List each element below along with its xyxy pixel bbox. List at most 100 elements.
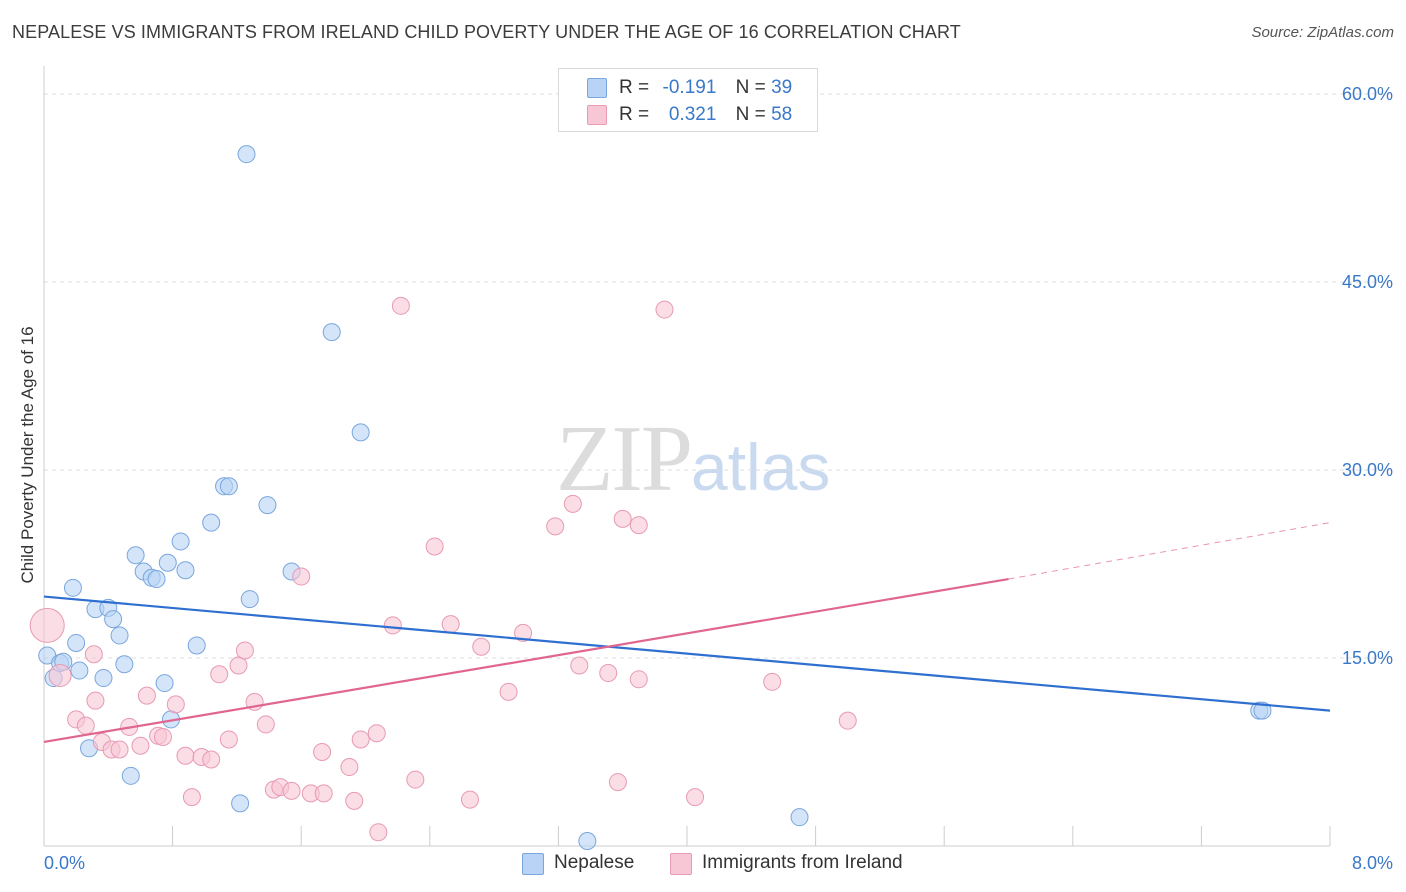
point-ireland bbox=[314, 784, 333, 803]
source-credit: Source: ZipAtlas.com bbox=[1251, 24, 1394, 41]
legend-swatch-nepalese bbox=[587, 78, 607, 98]
point-nepalese bbox=[158, 553, 177, 572]
legend-row-text: R = 0.321 N = 58 bbox=[619, 104, 792, 126]
point-nepalese bbox=[126, 546, 145, 565]
point-ireland bbox=[599, 664, 618, 683]
point-ireland bbox=[292, 567, 311, 586]
point-ireland bbox=[313, 743, 332, 761]
y-tick-label: 60.0% bbox=[1342, 84, 1393, 104]
point-ireland bbox=[391, 296, 410, 315]
point-nepalese bbox=[110, 626, 129, 645]
point-ireland bbox=[514, 623, 533, 642]
point-nepalese bbox=[67, 633, 86, 652]
point-ireland bbox=[608, 773, 627, 792]
point-nepalese bbox=[115, 655, 134, 674]
point-ireland bbox=[406, 770, 425, 789]
point-nepalese bbox=[147, 570, 166, 589]
y-axis-label: Child Poverty Under the Age of 16 bbox=[18, 326, 37, 584]
point-ireland bbox=[629, 516, 648, 535]
point-ireland bbox=[153, 727, 172, 746]
point-ireland bbox=[460, 790, 479, 809]
point-nepalese bbox=[790, 808, 809, 827]
point-ireland bbox=[137, 686, 156, 705]
point-nepalese bbox=[171, 532, 190, 551]
trendline-extension-ireland bbox=[1008, 522, 1331, 580]
point-ireland bbox=[340, 758, 359, 777]
point-ireland bbox=[686, 788, 705, 807]
legend-swatch-ireland bbox=[670, 853, 692, 875]
point-ireland bbox=[763, 672, 782, 691]
y-tick-label: 45.0% bbox=[1342, 272, 1393, 292]
point-nepalese bbox=[258, 496, 277, 515]
point-ireland bbox=[219, 730, 238, 749]
point-nepalese bbox=[322, 323, 341, 342]
point-ireland bbox=[202, 750, 221, 769]
legend-label: Nepalese bbox=[554, 852, 635, 873]
point-ireland bbox=[86, 691, 105, 710]
point-ireland bbox=[563, 494, 582, 513]
point-ireland bbox=[425, 537, 444, 556]
point-nepalese bbox=[121, 766, 140, 785]
point-ireland bbox=[838, 711, 857, 730]
chart-title: NEPALESE VS IMMIGRANTS FROM IRELAND CHIL… bbox=[12, 22, 961, 42]
watermark: ZIPatlas bbox=[556, 405, 830, 513]
n-label: N = bbox=[735, 104, 766, 125]
point-ireland bbox=[282, 781, 301, 800]
n-value: 58 bbox=[771, 104, 793, 125]
point-ireland bbox=[131, 736, 150, 755]
point-ireland bbox=[613, 509, 632, 528]
point-ireland bbox=[441, 615, 460, 634]
r-label: R = bbox=[619, 77, 650, 98]
trendline-nepalese bbox=[43, 595, 1331, 712]
point-ireland bbox=[629, 670, 648, 689]
x-tick-label: 0.0% bbox=[44, 853, 85, 873]
n-value: 39 bbox=[771, 77, 793, 98]
legend-swatch-nepalese bbox=[522, 853, 544, 875]
r-label: R = bbox=[619, 104, 650, 125]
point-ireland bbox=[229, 656, 248, 675]
n-label: N = bbox=[735, 77, 766, 98]
point-nepalese bbox=[155, 674, 174, 693]
point-ireland bbox=[235, 641, 254, 660]
point-ireland bbox=[256, 715, 275, 734]
point-ireland bbox=[76, 716, 95, 735]
y-axis-label-container: Child Poverty Under the Age of 16 bbox=[16, 300, 40, 610]
point-ireland bbox=[84, 645, 103, 664]
point-ireland bbox=[210, 665, 229, 684]
r-value: -0.191 bbox=[662, 77, 717, 98]
point-ireland bbox=[655, 300, 674, 319]
trendline-ireland bbox=[43, 577, 1009, 744]
point-nepalese bbox=[70, 661, 89, 680]
series-legend: Nepalese Immigrants from Ireland bbox=[0, 851, 1406, 877]
y-tick-label: 15.0% bbox=[1342, 648, 1393, 668]
point-ireland bbox=[48, 664, 72, 688]
legend-label: Immigrants from Ireland bbox=[702, 852, 903, 873]
point-nepalese bbox=[351, 423, 370, 442]
point-ireland bbox=[499, 682, 518, 701]
point-nepalese bbox=[237, 145, 256, 164]
point-ireland bbox=[110, 740, 129, 759]
legend-swatch-ireland bbox=[587, 105, 607, 125]
point-nepalese bbox=[63, 578, 82, 597]
point-ireland bbox=[570, 656, 589, 675]
point-ireland bbox=[472, 637, 491, 656]
point-nepalese bbox=[104, 610, 123, 629]
watermark-atlas: atlas bbox=[691, 430, 831, 504]
legend-row-text: R = -0.191 N = 39 bbox=[619, 77, 792, 99]
point-ireland bbox=[546, 517, 565, 536]
point-ireland bbox=[369, 823, 388, 842]
point-nepalese bbox=[240, 590, 259, 609]
point-ireland bbox=[176, 746, 195, 765]
point-nepalese bbox=[202, 513, 221, 532]
point-ireland bbox=[383, 616, 402, 635]
point-nepalese bbox=[1253, 701, 1272, 720]
point-ireland bbox=[367, 724, 386, 743]
r-value: 0.321 bbox=[668, 104, 717, 125]
point-ireland bbox=[351, 730, 370, 749]
point-nepalese bbox=[176, 561, 195, 580]
point-nepalese bbox=[94, 669, 113, 688]
point-nepalese bbox=[231, 794, 250, 813]
point-ireland bbox=[345, 791, 364, 810]
point-nepalese bbox=[578, 831, 597, 850]
